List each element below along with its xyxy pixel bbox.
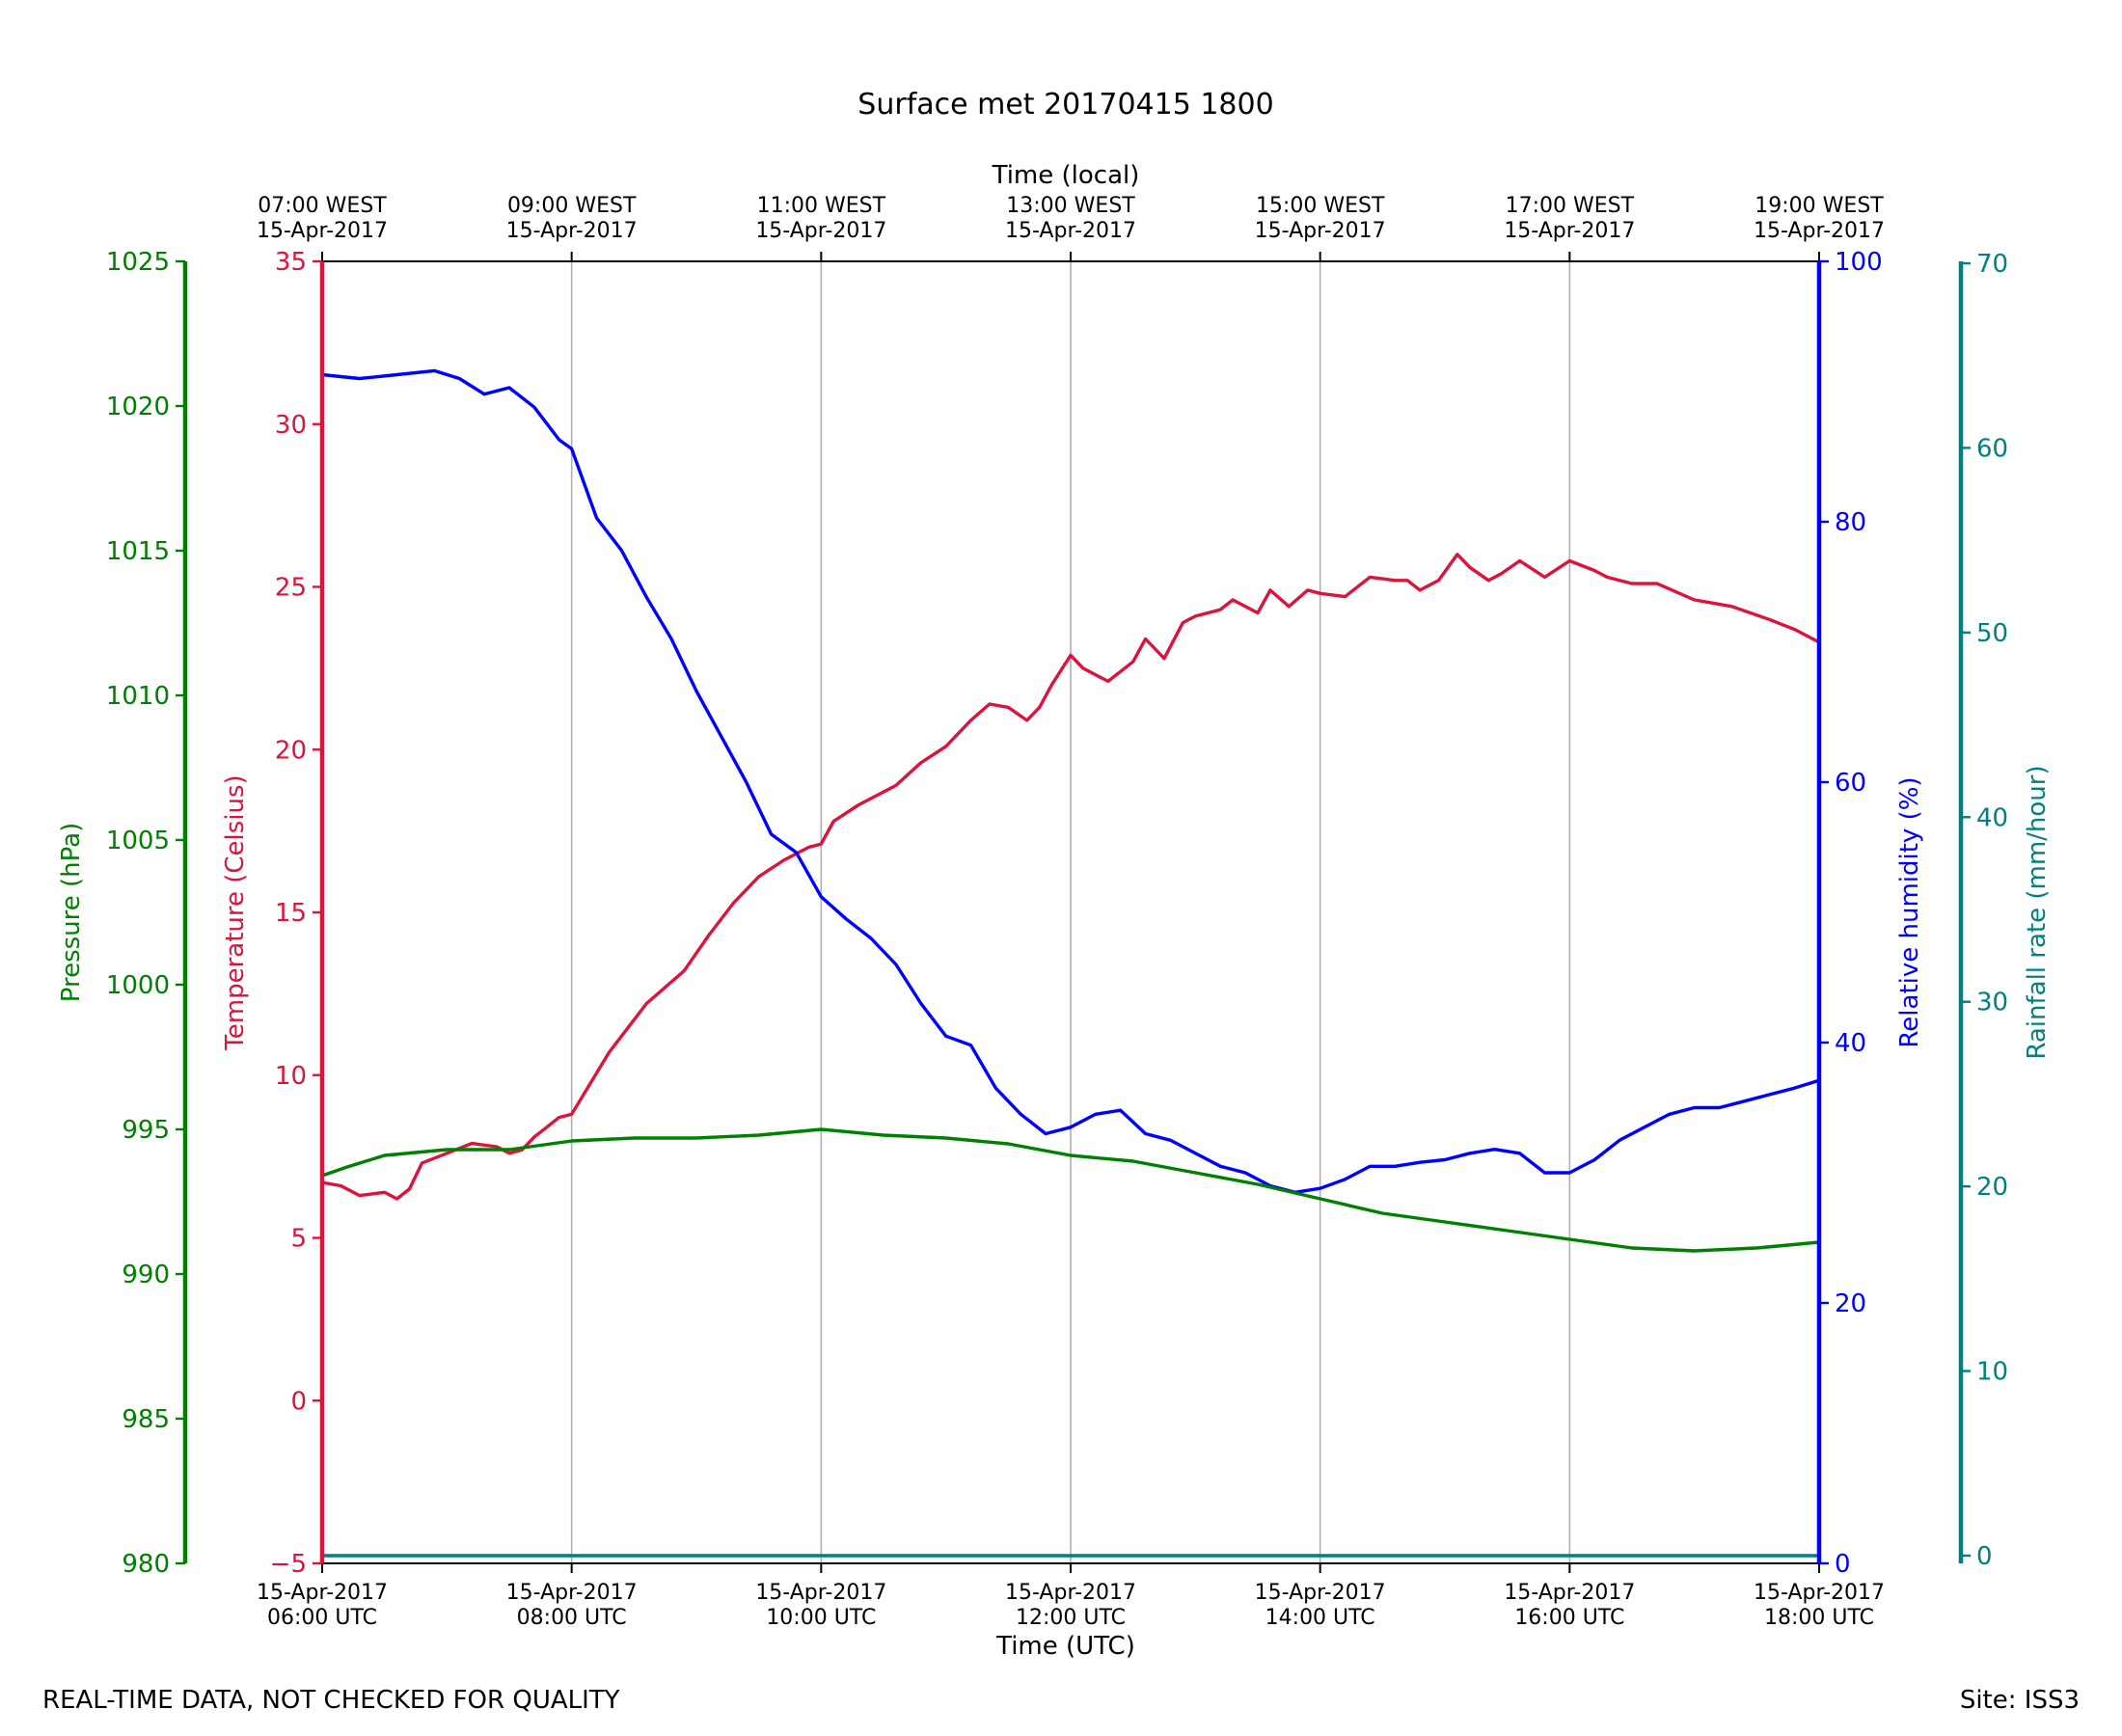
x-tick-utc-1: 08:00 UTC — [517, 1606, 627, 1630]
pressure-tick-label-8: 1020 — [106, 393, 170, 421]
x-tick-utc-2: 10:00 UTC — [766, 1606, 876, 1630]
pressure-tick-label-1: 985 — [122, 1405, 170, 1434]
vertical-gridlines — [570, 261, 1571, 1563]
pressure-axis-label: Pressure (hPa) — [57, 823, 86, 1003]
temperature-tick-label-5: 20 — [275, 736, 307, 765]
pressure-tick-label-4: 1000 — [106, 971, 170, 1000]
rainfall-tick-label-7: 70 — [1976, 250, 2008, 279]
rainfall-tick-label-2: 20 — [1976, 1173, 2008, 1202]
quality-disclaimer: REAL-TIME DATA, NOT CHECKED FOR QUALITY — [42, 1686, 620, 1715]
temperature-tick-label-8: 35 — [275, 248, 307, 277]
rainfall-axis-label: Rainfall rate (mm/hour) — [2023, 765, 2052, 1059]
bottom-x-axis-label: Time (UTC) — [995, 1632, 1135, 1661]
x-tick-local-5: 17:00 WEST — [1506, 194, 1635, 218]
series-relative-humidity-line — [321, 368, 1820, 1195]
series-pressure-line — [321, 1127, 1820, 1253]
temperature-tick-label-3: 10 — [275, 1062, 307, 1091]
humidity-tick-label-0: 0 — [1835, 1550, 1851, 1579]
humidity-axis-label: Relative humidity (%) — [1895, 776, 1924, 1047]
x-tick-utc-3: 12:00 UTC — [1016, 1606, 1126, 1630]
rainfall-tick-label-3: 30 — [1976, 989, 2008, 1017]
x-tick-local-date-1: 15-Apr-2017 — [506, 219, 638, 243]
rainfall-tick-label-5: 50 — [1976, 619, 2008, 648]
pressure-tick-label-5: 1005 — [106, 827, 170, 855]
x-tick-local-date-5: 15-Apr-2017 — [1504, 219, 1635, 243]
pressure-tick-label-9: 1025 — [106, 248, 170, 277]
x-tick-local-date-6: 15-Apr-2017 — [1754, 219, 1885, 243]
x-tick-local-date-3: 15-Apr-2017 — [1005, 219, 1136, 243]
top-x-axis-label: Time (local) — [992, 161, 1140, 190]
humidity-tick-label-1: 20 — [1835, 1289, 1866, 1318]
x-tick-local-2: 11:00 WEST — [757, 194, 886, 218]
temperature-axis-label: Temperature (Celsius) — [221, 774, 250, 1050]
rainfall-tick-label-6: 60 — [1976, 434, 2008, 463]
rainfall-tick-label-1: 10 — [1976, 1358, 2008, 1387]
x-tick-date-3: 15-Apr-2017 — [1005, 1581, 1136, 1605]
x-tick-date-5: 15-Apr-2017 — [1504, 1581, 1635, 1605]
temperature-tick-label-2: 5 — [290, 1225, 307, 1254]
x-tick-date-2: 15-Apr-2017 — [755, 1581, 886, 1605]
pressure-tick-label-0: 980 — [122, 1550, 170, 1579]
temperature-tick-label-1: 0 — [290, 1387, 307, 1416]
x-tick-date-6: 15-Apr-2017 — [1754, 1581, 1885, 1605]
temperature-tick-label-0: −5 — [270, 1550, 307, 1579]
series-temperature-line — [321, 553, 1820, 1201]
x-tick-utc-0: 06:00 UTC — [267, 1606, 377, 1630]
humidity-tick-label-3: 60 — [1835, 769, 1866, 798]
x-tick-date-0: 15-Apr-2017 — [257, 1581, 388, 1605]
x-tick-local-date-4: 15-Apr-2017 — [1255, 219, 1386, 243]
site-label: Site: ISS3 — [1959, 1686, 2080, 1715]
x-tick-local-6: 19:00 WEST — [1755, 194, 1884, 218]
x-tick-local-date-0: 15-Apr-2017 — [257, 219, 388, 243]
x-tick-utc-5: 16:00 UTC — [1514, 1606, 1624, 1630]
temperature-tick-label-7: 30 — [275, 411, 307, 440]
x-tick-local-3: 13:00 WEST — [1006, 194, 1135, 218]
temperature-tick-label-4: 15 — [275, 899, 307, 928]
x-tick-local-0: 07:00 WEST — [258, 194, 387, 218]
rainfall-tick-label-4: 40 — [1976, 803, 2008, 832]
pressure-tick-label-3: 995 — [122, 1116, 170, 1145]
x-tick-local-1: 09:00 WEST — [507, 194, 637, 218]
pressure-tick-label-7: 1015 — [106, 537, 170, 566]
x-tick-date-1: 15-Apr-2017 — [506, 1581, 638, 1605]
x-tick-local-date-2: 15-Apr-2017 — [755, 219, 886, 243]
humidity-tick-label-2: 40 — [1835, 1029, 1866, 1058]
x-tick-date-4: 15-Apr-2017 — [1255, 1581, 1386, 1605]
data-series — [321, 368, 1820, 1558]
chart-title: Surface met 20170415 1800 — [857, 88, 1273, 122]
humidity-tick-label-5: 100 — [1835, 248, 1883, 277]
x-tick-utc-6: 18:00 UTC — [1764, 1606, 1874, 1630]
pressure-tick-label-6: 1010 — [106, 682, 170, 711]
x-tick-local-4: 15:00 WEST — [1256, 194, 1385, 218]
rainfall-tick-label-0: 0 — [1976, 1542, 1993, 1571]
humidity-tick-label-4: 80 — [1835, 508, 1866, 537]
pressure-tick-label-2: 990 — [122, 1261, 170, 1289]
temperature-tick-label-6: 25 — [275, 574, 307, 603]
x-tick-utc-4: 14:00 UTC — [1265, 1606, 1375, 1630]
